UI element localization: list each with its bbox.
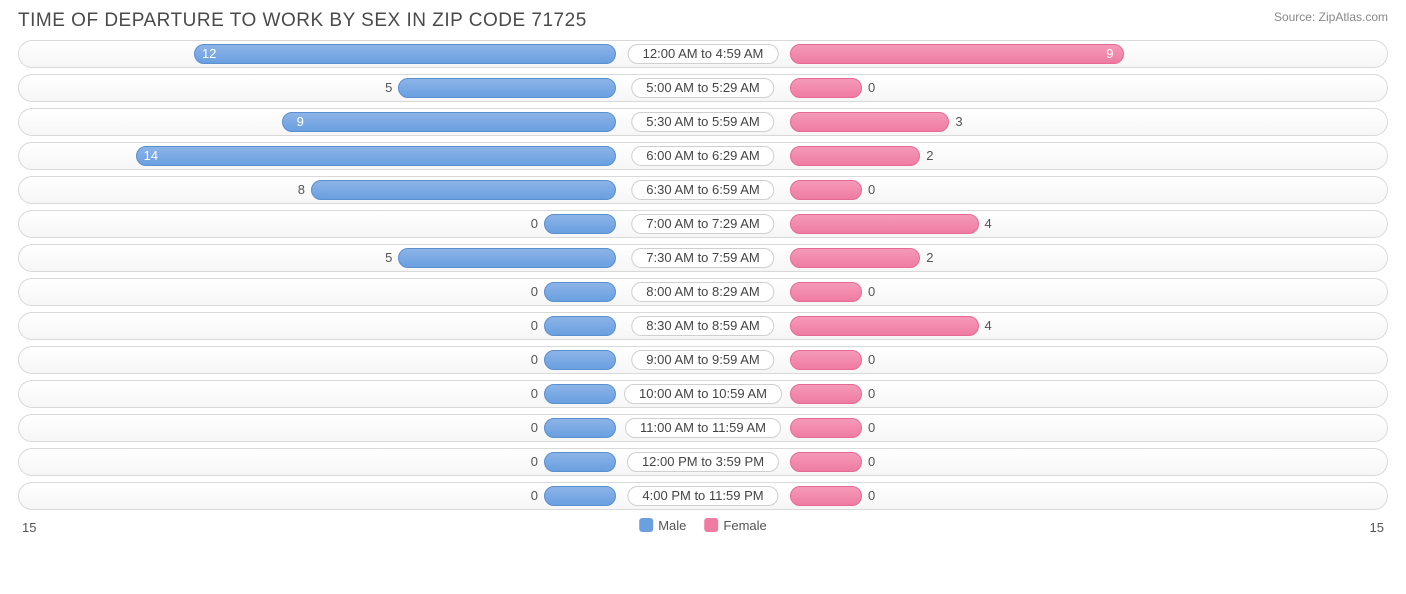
chart-row: 0 4 8:30 AM to 8:59 AM bbox=[18, 312, 1388, 340]
female-bar bbox=[790, 486, 862, 506]
female-bar bbox=[790, 316, 979, 336]
legend-female-label: Female bbox=[723, 518, 766, 533]
male-value: 8 bbox=[298, 177, 305, 203]
male-value: 0 bbox=[531, 211, 538, 237]
male-bar bbox=[544, 452, 616, 472]
male-value: 0 bbox=[531, 279, 538, 305]
male-bar bbox=[544, 316, 616, 336]
male-bar bbox=[398, 248, 616, 268]
category-label: 6:00 AM to 6:29 AM bbox=[631, 146, 774, 166]
male-bar bbox=[136, 146, 616, 166]
chart-row: 0 0 4:00 PM to 11:59 PM bbox=[18, 482, 1388, 510]
category-label: 6:30 AM to 6:59 AM bbox=[631, 180, 774, 200]
female-bar bbox=[790, 282, 862, 302]
male-value: 5 bbox=[385, 75, 392, 101]
female-value: 0 bbox=[868, 347, 875, 373]
chart-row: 5 2 7:30 AM to 7:59 AM bbox=[18, 244, 1388, 272]
female-bar bbox=[790, 44, 1124, 64]
female-value: 2 bbox=[926, 143, 933, 169]
chart-row: 5 0 5:00 AM to 5:29 AM bbox=[18, 74, 1388, 102]
female-bar bbox=[790, 350, 862, 370]
male-bar bbox=[398, 78, 616, 98]
female-value: 0 bbox=[868, 279, 875, 305]
female-value: 4 bbox=[985, 211, 992, 237]
category-label: 10:00 AM to 10:59 AM bbox=[624, 384, 782, 404]
male-bar bbox=[311, 180, 616, 200]
female-bar bbox=[790, 452, 862, 472]
male-bar bbox=[544, 282, 616, 302]
chart-row: 0 0 8:00 AM to 8:29 AM bbox=[18, 278, 1388, 306]
legend-female: Female bbox=[704, 518, 766, 533]
chart-footer: 15 Male Female 15 bbox=[18, 516, 1388, 544]
chart-row: 14 2 6:00 AM to 6:29 AM bbox=[18, 142, 1388, 170]
category-label: 12:00 AM to 4:59 AM bbox=[628, 44, 779, 64]
male-bar bbox=[544, 350, 616, 370]
category-label: 8:30 AM to 8:59 AM bbox=[631, 316, 774, 336]
category-label: 8:00 AM to 8:29 AM bbox=[631, 282, 774, 302]
female-value: 0 bbox=[868, 449, 875, 475]
chart-header: TIME OF DEPARTURE TO WORK BY SEX IN ZIP … bbox=[18, 10, 1388, 32]
female-bar bbox=[790, 248, 920, 268]
male-value: 0 bbox=[531, 313, 538, 339]
male-value: 0 bbox=[531, 483, 538, 509]
chart-source: Source: ZipAtlas.com bbox=[1274, 10, 1388, 24]
female-bar bbox=[790, 146, 920, 166]
chart-row: 9 3 5:30 AM to 5:59 AM bbox=[18, 108, 1388, 136]
category-label: 7:30 AM to 7:59 AM bbox=[631, 248, 774, 268]
chart-row: 0 0 11:00 AM to 11:59 AM bbox=[18, 414, 1388, 442]
legend: Male Female bbox=[639, 518, 767, 533]
male-bar bbox=[544, 486, 616, 506]
category-label: 7:00 AM to 7:29 AM bbox=[631, 214, 774, 234]
male-value: 0 bbox=[531, 347, 538, 373]
female-bar bbox=[790, 78, 862, 98]
female-value: 0 bbox=[868, 177, 875, 203]
legend-male-label: Male bbox=[658, 518, 686, 533]
chart-row: 12 9 12:00 AM to 4:59 AM bbox=[18, 40, 1388, 68]
axis-max-left: 15 bbox=[22, 520, 36, 535]
female-value: 0 bbox=[868, 381, 875, 407]
male-bar bbox=[282, 112, 616, 132]
chart-row: 0 0 9:00 AM to 9:59 AM bbox=[18, 346, 1388, 374]
male-value: 5 bbox=[385, 245, 392, 271]
female-bar bbox=[790, 214, 979, 234]
axis-max-right: 15 bbox=[1370, 520, 1384, 535]
female-bar bbox=[790, 384, 862, 404]
male-bar bbox=[544, 214, 616, 234]
female-value: 3 bbox=[955, 109, 962, 135]
female-value: 4 bbox=[985, 313, 992, 339]
chart-row: 0 0 12:00 PM to 3:59 PM bbox=[18, 448, 1388, 476]
female-value: 0 bbox=[868, 415, 875, 441]
male-bar bbox=[194, 44, 616, 64]
legend-male: Male bbox=[639, 518, 686, 533]
chart-title: TIME OF DEPARTURE TO WORK BY SEX IN ZIP … bbox=[18, 10, 587, 32]
category-label: 5:30 AM to 5:59 AM bbox=[631, 112, 774, 132]
female-value: 0 bbox=[868, 75, 875, 101]
category-label: 11:00 AM to 11:59 AM bbox=[625, 418, 781, 438]
chart-row: 0 0 10:00 AM to 10:59 AM bbox=[18, 380, 1388, 408]
male-bar bbox=[544, 418, 616, 438]
male-value: 0 bbox=[531, 415, 538, 441]
male-swatch-icon bbox=[639, 518, 653, 532]
chart-row: 8 0 6:30 AM to 6:59 AM bbox=[18, 176, 1388, 204]
diverging-bar-chart: 12 9 12:00 AM to 4:59 AM 5 0 5:00 AM to 5:29 … bbox=[18, 40, 1388, 510]
female-value: 0 bbox=[868, 483, 875, 509]
male-bar bbox=[544, 384, 616, 404]
female-bar bbox=[790, 112, 949, 132]
female-value: 9 bbox=[1106, 41, 1113, 67]
category-label: 12:00 PM to 3:59 PM bbox=[627, 452, 779, 472]
female-swatch-icon bbox=[704, 518, 718, 532]
male-value: 9 bbox=[297, 109, 304, 135]
male-value: 0 bbox=[531, 449, 538, 475]
male-value: 14 bbox=[144, 143, 158, 169]
category-label: 4:00 PM to 11:59 PM bbox=[627, 486, 778, 506]
male-value: 12 bbox=[202, 41, 216, 67]
chart-row: 0 4 7:00 AM to 7:29 AM bbox=[18, 210, 1388, 238]
category-label: 5:00 AM to 5:29 AM bbox=[631, 78, 774, 98]
male-value: 0 bbox=[531, 381, 538, 407]
female-value: 2 bbox=[926, 245, 933, 271]
female-bar bbox=[790, 418, 862, 438]
category-label: 9:00 AM to 9:59 AM bbox=[631, 350, 774, 370]
female-bar bbox=[790, 180, 862, 200]
